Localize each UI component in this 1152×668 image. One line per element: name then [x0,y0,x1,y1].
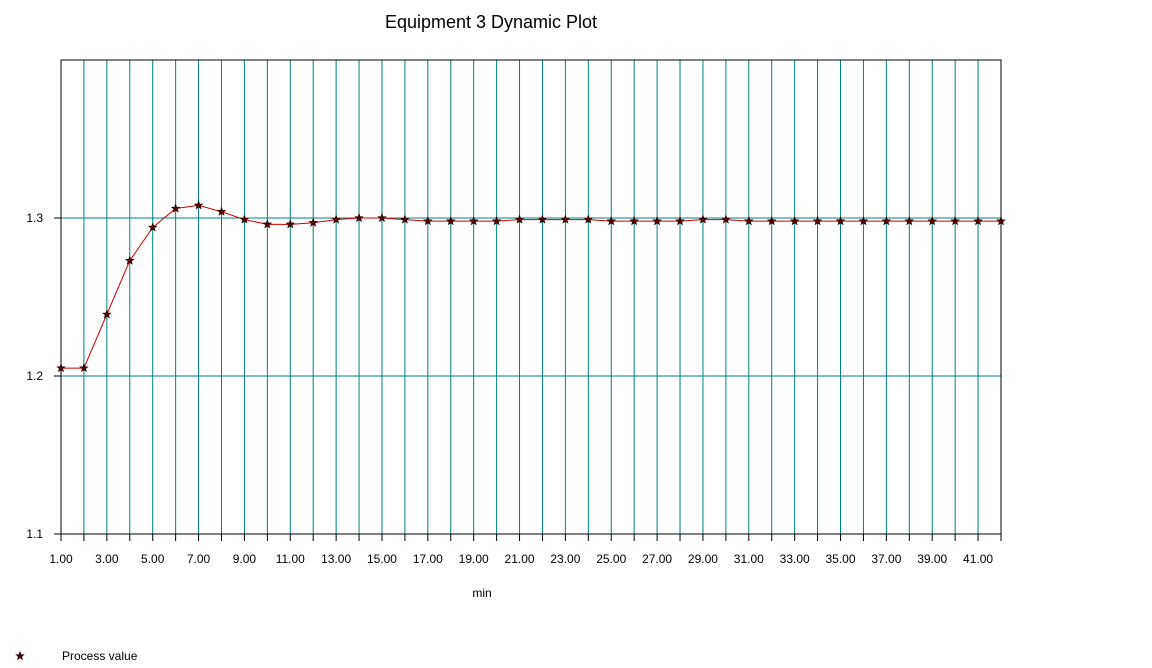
x-tick-label: 15.00 [367,552,397,566]
legend-star-icon [15,650,25,661]
x-tick-label: 37.00 [871,552,901,566]
x-tick-label: 11.00 [276,552,305,566]
data-point [147,222,158,232]
x-tick-label: 7.00 [187,552,211,566]
data-point [789,216,800,226]
x-tick-label: 39.00 [917,552,947,566]
legend-label: Process value [62,649,138,663]
data-point [445,216,456,226]
chart-title: Equipment 3 Dynamic Plot [384,12,598,32]
x-tick-label: 31.00 [734,552,764,566]
x-tick-label: 19.00 [459,552,489,566]
data-point [675,216,685,226]
data-point [881,216,892,226]
data-point [583,214,594,224]
data-point [812,216,823,226]
axes: 1.00 3.00 5.00 7.00 9.00 11.00 13.00 15.00 17.00… [26,211,1002,566]
x-tick-label: 17.00 [413,552,443,566]
y-tick-label: 1.2 [26,369,43,383]
x-tick-label: 13.00 [321,552,351,566]
x-tick-label: 33.00 [780,552,810,566]
data-point [56,363,66,373]
data-point [996,216,1006,226]
data-point [606,216,617,226]
legend-marker-star [15,650,25,661]
data-point [400,214,410,224]
data-point [102,309,112,319]
x-tick-label: 1.00 [49,552,73,566]
x-tick-label: 35.00 [825,552,855,566]
data-point [698,214,708,224]
y-tick-label: 1.3 [26,211,43,225]
data-point [721,214,731,224]
data-point [125,255,135,265]
data-point [331,214,341,224]
y-tick-label: 1.1 [26,527,43,541]
data-point [858,216,869,226]
data-point [652,216,662,226]
data-point [904,216,915,226]
legend: Process value [15,649,138,663]
data-point [377,212,387,223]
data-point [285,219,296,229]
series-line [61,204,1001,369]
data-point [216,206,227,216]
data-point [423,216,433,226]
data-point [354,212,364,223]
x-tick-label: 41.00 [963,552,993,566]
x-axis-label: min [472,586,491,600]
plot-frame [60,59,1002,535]
data-point [308,217,318,227]
data-point [766,216,777,226]
x-tick-label: 27.00 [642,552,672,566]
data-point [79,363,89,373]
data-point [835,216,846,226]
x-tick-label: 5.00 [141,552,165,566]
data-point [262,219,273,229]
data-point [744,216,754,226]
series-layer [56,200,1006,373]
x-tick-label: 3.00 [95,552,119,566]
data-point [491,216,502,226]
data-point [193,200,204,210]
x-tick-label: 25.00 [596,552,626,566]
data-point [170,203,181,213]
data-point [560,214,571,224]
x-tick-label: 29.00 [688,552,718,566]
data-point [239,214,250,224]
data-point [514,214,525,224]
x-tick-label: 21.00 [505,552,535,566]
data-point [950,216,960,226]
x-tick-label: 23.00 [550,552,580,566]
data-point [927,216,937,226]
data-point [973,216,983,226]
data-point [629,216,639,226]
data-point [537,214,548,224]
x-tick-label: 9.00 [233,552,257,566]
grid [61,60,1001,535]
data-point [468,216,479,226]
